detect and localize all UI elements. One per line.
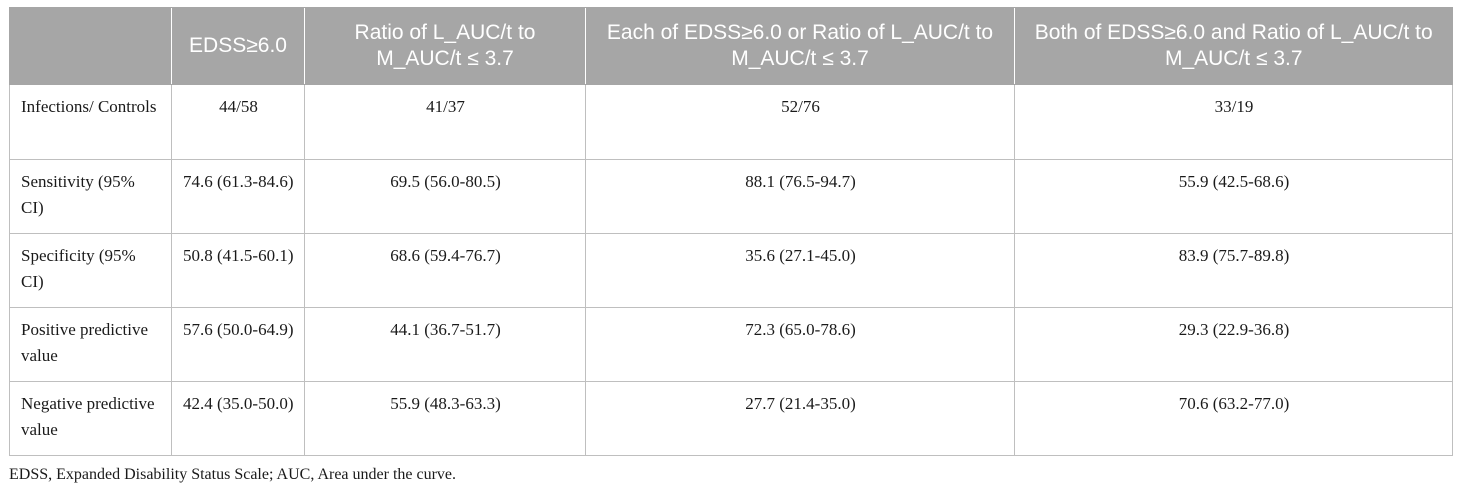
table-cell: 29.3 (22.9-36.8) [1014, 307, 1453, 382]
table-cell: 33/19 [1014, 84, 1453, 160]
table-row: Negative predictive value 42.4 (35.0-50.… [9, 381, 1453, 456]
table-row: Infections/ Controls 44/58 41/37 52/76 3… [9, 84, 1453, 160]
header-ratio: Ratio of L_AUC/t to M_AUC/t ≤ 3.7 [304, 7, 586, 85]
header-empty [9, 7, 172, 85]
table-cell: 74.6 (61.3-84.6) [171, 159, 305, 234]
table-cell: 70.6 (63.2-77.0) [1014, 381, 1453, 456]
table-cell: 69.5 (56.0-80.5) [304, 159, 586, 234]
table-footnote: EDSS, Expanded Disability Status Scale; … [9, 466, 457, 483]
table-cell: 57.6 (50.0-64.9) [171, 307, 305, 382]
table-cell: 68.6 (59.4-76.7) [304, 233, 586, 308]
header-both-and: Both of EDSS≥6.0 and Ratio of L_AUC/t to… [1014, 7, 1453, 85]
row-label: Sensitivity (95% CI) [9, 159, 172, 234]
table-cell: 42.4 (35.0-50.0) [171, 381, 305, 456]
table-header-row: EDSS≥6.0 Ratio of L_AUC/t to M_AUC/t ≤ 3… [9, 7, 1453, 85]
table-cell: 83.9 (75.7-89.8) [1014, 233, 1453, 308]
table-cell: 44.1 (36.7-51.7) [304, 307, 586, 382]
table-row: Sensitivity (95% CI) 74.6 (61.3-84.6) 69… [9, 159, 1453, 234]
table-cell: 55.9 (42.5-68.6) [1014, 159, 1453, 234]
table-cell: 35.6 (27.1-45.0) [585, 233, 1015, 308]
table-row: Positive predictive value 57.6 (50.0-64.… [9, 307, 1453, 382]
table-cell: 50.8 (41.5-60.1) [171, 233, 305, 308]
row-label: Negative predictive value [9, 381, 172, 456]
table-cell: 72.3 (65.0-78.6) [585, 307, 1015, 382]
table-row: Specificity (95% CI) 50.8 (41.5-60.1) 68… [9, 233, 1453, 308]
results-table-container: EDSS≥6.0 Ratio of L_AUC/t to M_AUC/t ≤ 3… [9, 7, 1453, 456]
table-cell: 88.1 (76.5-94.7) [585, 159, 1015, 234]
header-each-or: Each of EDSS≥6.0 or Ratio of L_AUC/t to … [585, 7, 1015, 85]
diagnostic-performance-table: EDSS≥6.0 Ratio of L_AUC/t to M_AUC/t ≤ 3… [9, 7, 1453, 456]
table-cell: 44/58 [171, 84, 305, 160]
table-cell: 55.9 (48.3-63.3) [304, 381, 586, 456]
row-label: Specificity (95% CI) [9, 233, 172, 308]
row-label: Positive predictive value [9, 307, 172, 382]
table-cell: 52/76 [585, 84, 1015, 160]
row-label: Infections/ Controls [9, 84, 172, 160]
table-cell: 27.7 (21.4-35.0) [585, 381, 1015, 456]
header-edss: EDSS≥6.0 [171, 7, 305, 85]
table-cell: 41/37 [304, 84, 586, 160]
